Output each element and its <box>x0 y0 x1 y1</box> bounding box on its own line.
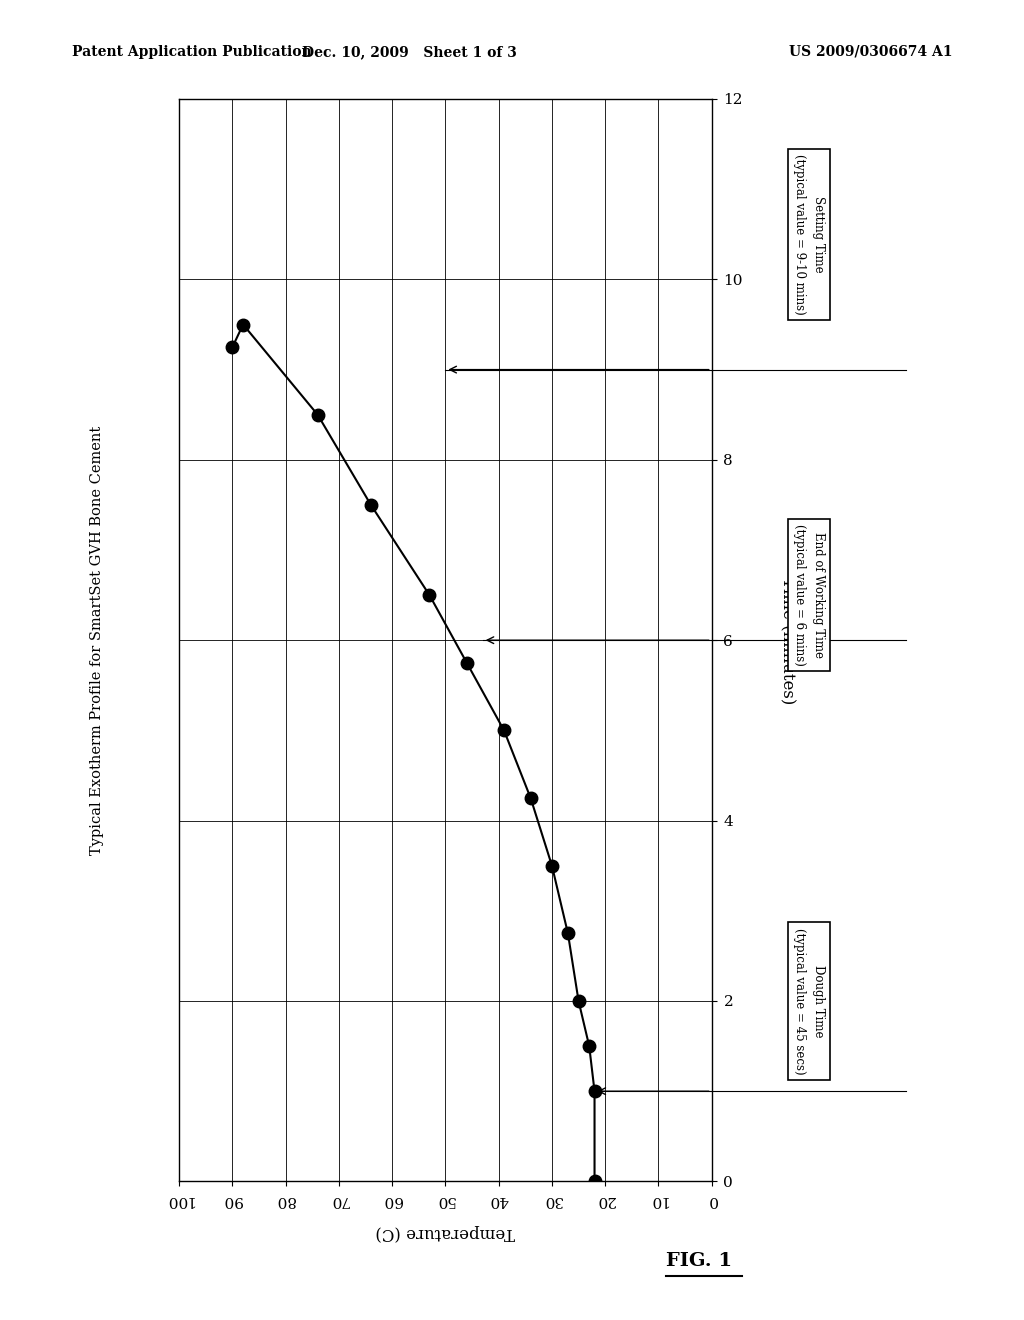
Text: US 2009/0306674 A1: US 2009/0306674 A1 <box>788 45 952 59</box>
Y-axis label: Time (minutes): Time (minutes) <box>779 577 796 704</box>
Text: Dough Time
(typical value = 45 secs): Dough Time (typical value = 45 secs) <box>793 928 825 1074</box>
Text: FIG. 1: FIG. 1 <box>666 1251 732 1270</box>
Text: Typical Exotherm Profile for SmartSet GVH Bone Cement: Typical Exotherm Profile for SmartSet GV… <box>90 425 104 855</box>
Text: Dec. 10, 2009   Sheet 1 of 3: Dec. 10, 2009 Sheet 1 of 3 <box>302 45 517 59</box>
Text: Setting Time
(typical value = 9-10 mins): Setting Time (typical value = 9-10 mins) <box>793 154 825 314</box>
Text: End of Working Time
(typical value = 6 mins): End of Working Time (typical value = 6 m… <box>793 524 825 667</box>
X-axis label: Temperature (C): Temperature (C) <box>376 1224 515 1241</box>
Text: Patent Application Publication: Patent Application Publication <box>72 45 311 59</box>
